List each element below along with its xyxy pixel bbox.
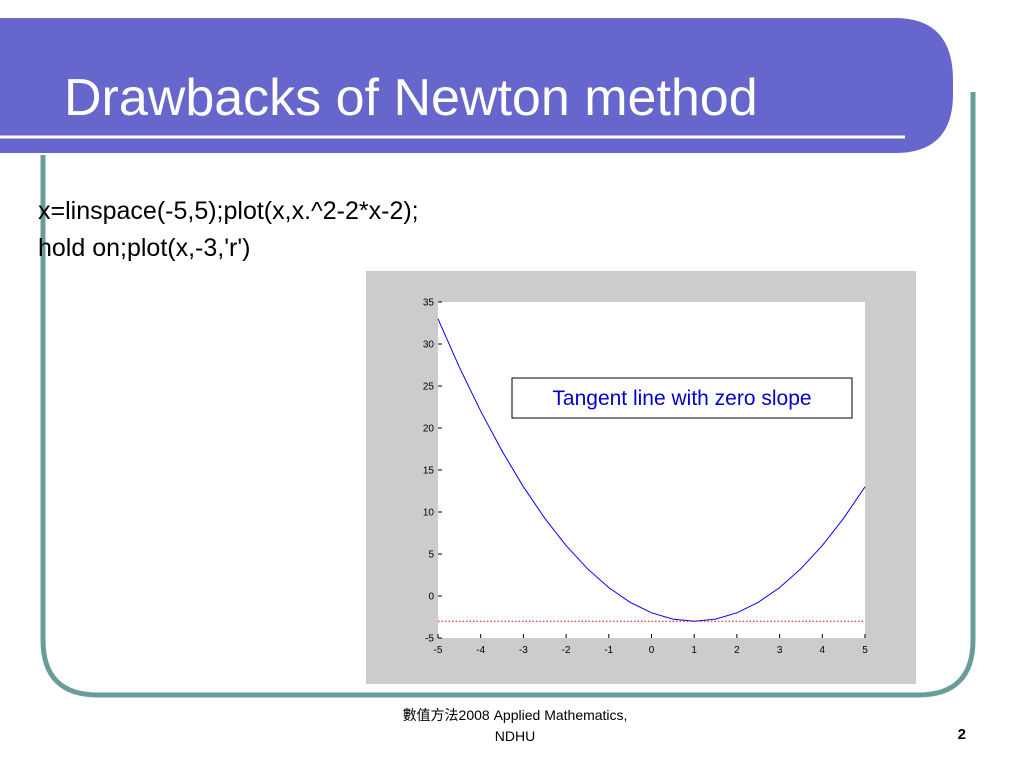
- matlab-figure: -5 0 5 10 15 20 25 30 35 -5 -4 -3 -2 -1 0 1 2 3 4 5 Tangent…: [366, 271, 916, 684]
- y-tick-label: 20: [423, 424, 435, 435]
- annotation-box: Tangent line with zero slope: [511, 377, 853, 419]
- footer-line: 數值方法2008 Applied Mathematics,: [402, 707, 628, 723]
- code-line: hold on;plot(x,-3,'r'): [38, 234, 251, 262]
- y-tick-label: 15: [423, 466, 435, 477]
- x-tick-label: -5: [434, 645, 443, 656]
- y-tick-label: 30: [423, 340, 435, 351]
- x-tick-label: 3: [777, 645, 783, 656]
- y-tick-label: 35: [423, 298, 435, 309]
- x-tick-label: -3: [519, 645, 528, 656]
- x-tick-label: 1: [691, 645, 697, 656]
- slide-title: Drawbacks of Newton method: [64, 69, 758, 127]
- axis-ticks: -5 0 5 10 15 20 25 30 35 -5 -4 -3 -2 -1 0 1 2 3 4 5: [423, 298, 868, 657]
- footer-text: 數值方法2008 Applied Mathematics, NDHU: [360, 705, 670, 747]
- x-tick-label: -1: [604, 645, 613, 656]
- y-tick-label: 10: [423, 508, 435, 519]
- parabola-curve: [437, 318, 866, 622]
- y-tick-label: 0: [428, 592, 434, 603]
- code-line: x=linspace(-5,5);plot(x,x.^2-2*x-2);: [38, 197, 419, 225]
- x-tick-label: -4: [476, 645, 485, 656]
- footer-line: NDHU: [494, 728, 536, 744]
- title-bar: [0, 18, 953, 153]
- code-block: x=linspace(-5,5);plot(x,x.^2-2*x-2); hol…: [38, 193, 419, 267]
- x-tick-label: 5: [862, 645, 868, 656]
- axes-area: [438, 302, 865, 638]
- x-tick-label: -2: [562, 645, 571, 656]
- y-tick-label: 25: [423, 382, 435, 393]
- y-tick-label: 5: [428, 550, 434, 561]
- content-frame: [40, 92, 976, 698]
- page-number: 2: [957, 726, 966, 743]
- x-tick-label: 2: [734, 645, 740, 656]
- y-tick-label: -5: [425, 634, 434, 645]
- annotation-text: Tangent line with zero slope: [552, 387, 811, 410]
- x-tick-label: 4: [820, 645, 826, 656]
- x-tick-label: 0: [649, 645, 655, 656]
